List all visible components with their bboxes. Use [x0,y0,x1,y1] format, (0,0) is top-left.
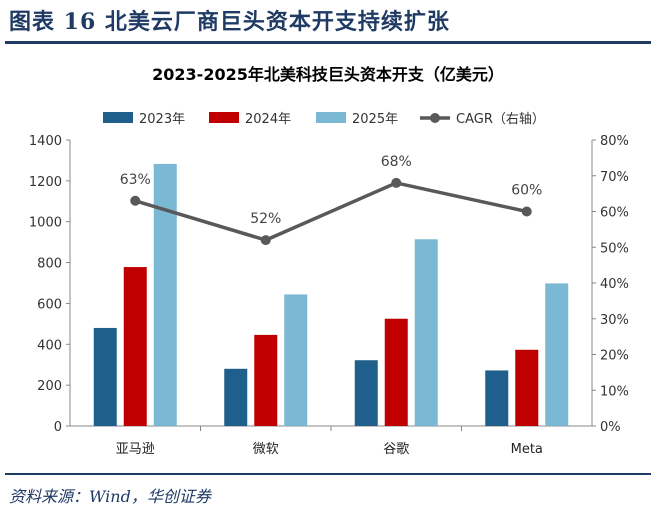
footer-rule [5,473,651,475]
cagr-point [260,235,271,246]
legend-label: 2025年 [352,112,398,127]
legend-label: 2023年 [139,112,185,127]
y2-tick-label: 60% [600,206,629,221]
legend-swatch [316,112,346,123]
y2-tick-label: 80% [600,134,629,149]
y2-tick-label: 0% [600,420,621,435]
figure-title: 图表 16 北美云厂商巨头资本开支持续扩张 [9,9,450,35]
bar [254,334,278,426]
chart-title: 2023-2025年北美科技巨头资本开支（亿美元） [152,65,504,84]
y-tick-label: 1400 [29,134,62,149]
source-note: 资料来源：Wind，华创证券 [9,487,211,506]
cagr-point [391,177,402,188]
y-tick-label: 200 [37,379,62,394]
cagr-data-label: 63% [120,172,151,188]
category-label: 谷歌 [383,442,409,457]
y-tick-label: 400 [37,338,62,353]
y2-tick-label: 70% [600,170,629,185]
cagr-point [130,195,141,206]
legend-swatch-marker [430,113,440,123]
cagr-point [521,206,532,217]
bar [93,327,117,426]
legend-label: CAGR（右轴） [456,112,545,127]
bar [284,294,308,426]
cagr-line [134,181,528,242]
category-label: 亚马逊 [116,442,155,457]
y2-tick-label: 40% [600,277,629,292]
bar [384,318,408,426]
figure-header: 图表 16 北美云厂商巨头资本开支持续扩张 [0,0,656,44]
cagr-data-label: 68% [381,154,412,170]
bar [224,368,248,426]
cagr-data-label: 52% [250,211,281,227]
y-tick-label: 0 [54,420,62,435]
y-tick-label: 1000 [29,216,62,231]
bar [545,283,569,426]
header-rule [5,41,651,44]
bar [153,163,177,426]
y2-tick-label: 20% [600,349,629,364]
bar [515,349,539,426]
bar [485,370,509,426]
y-tick-label: 600 [37,297,62,312]
legend-swatch [103,112,133,123]
legend-swatch [209,112,239,123]
y-tick-label: 800 [37,257,62,272]
legend-label: 2024年 [245,112,291,127]
category-label: Meta [511,442,543,457]
y2-tick-label: 30% [600,313,629,328]
y-tick-label: 1200 [29,175,62,190]
cagr-data-label: 60% [511,183,542,199]
bar [414,239,438,426]
category-label: 微软 [253,442,279,457]
bar [354,360,378,426]
y2-tick-label: 50% [600,241,629,256]
bar [123,267,147,426]
y2-tick-label: 10% [600,384,629,399]
chart: 0 200 400 600 800 1000 1200 1400 0% 10% 20% 30% 40% 5… [29,112,629,457]
